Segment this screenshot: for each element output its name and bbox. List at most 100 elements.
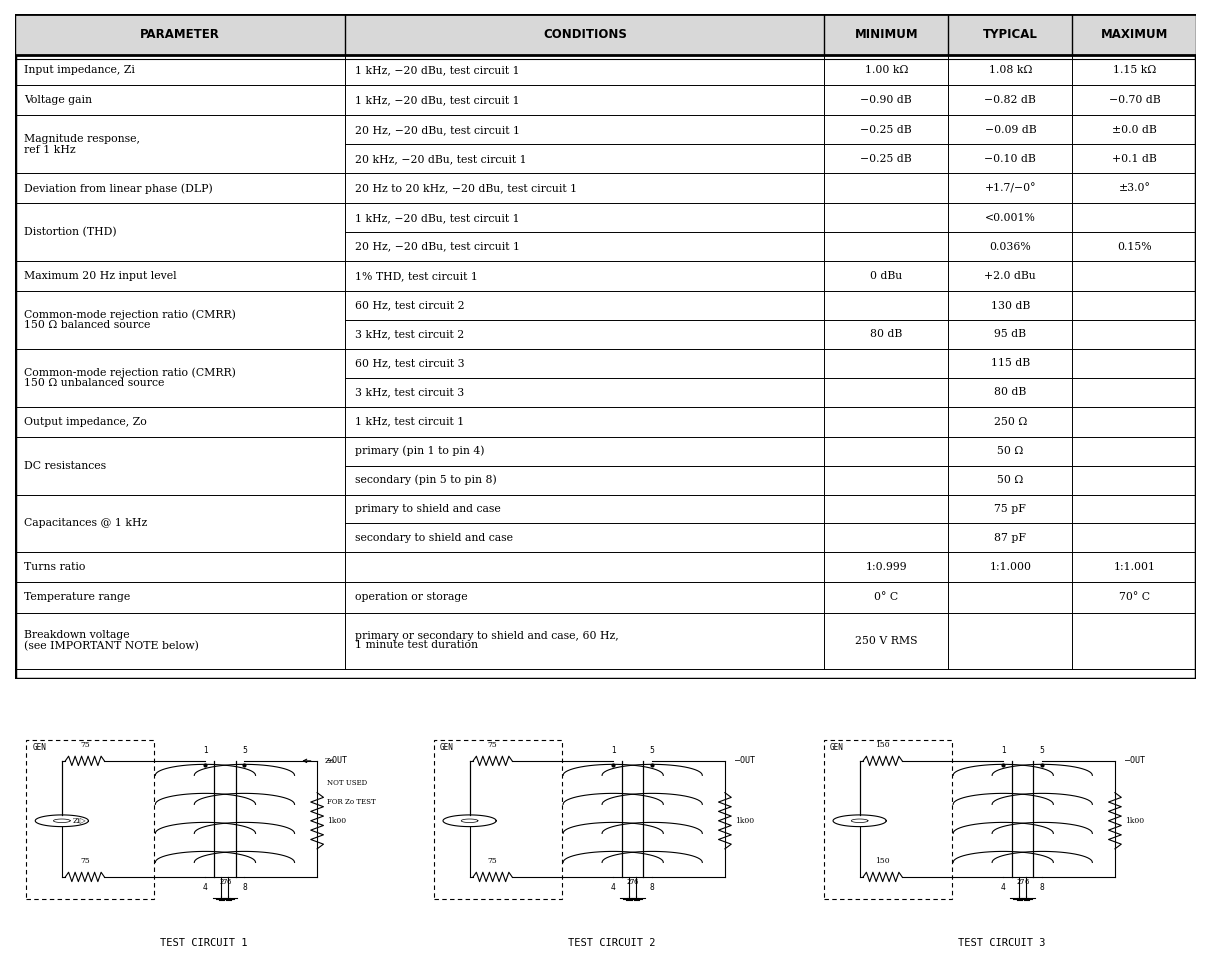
Text: +0.1 dB: +0.1 dB [1112, 154, 1157, 164]
Text: 8: 8 [650, 882, 655, 892]
Text: 75: 75 [488, 857, 498, 865]
Text: 1k00: 1k00 [735, 817, 754, 824]
Text: 7: 7 [222, 879, 226, 885]
Text: 80 dB: 80 dB [869, 329, 902, 340]
Text: 1k00: 1k00 [327, 817, 346, 824]
Text: 8: 8 [242, 882, 247, 892]
Text: 6: 6 [635, 879, 638, 885]
Text: PARAMETER: PARAMETER [140, 28, 220, 41]
Text: Capacitances @ 1 kHz: Capacitances @ 1 kHz [24, 518, 148, 529]
Text: 115 dB: 115 dB [991, 358, 1029, 368]
Text: Common-mode rejection ratio (CMRR): Common-mode rejection ratio (CMRR) [24, 309, 236, 320]
Text: GEN: GEN [33, 742, 46, 752]
Text: (see IMPORTANT NOTE below): (see IMPORTANT NOTE below) [24, 641, 199, 651]
Text: −0.90 dB: −0.90 dB [860, 95, 912, 105]
Text: TYPICAL: TYPICAL [983, 28, 1038, 41]
Text: primary to shield and case: primary to shield and case [355, 504, 500, 514]
Text: MINIMUM: MINIMUM [855, 28, 918, 41]
Text: 50 Ω: 50 Ω [997, 446, 1023, 456]
Text: TEST CIRCUIT 1: TEST CIRCUIT 1 [160, 938, 247, 948]
Text: 1k00: 1k00 [1125, 817, 1144, 824]
Text: 0.15%: 0.15% [1117, 242, 1152, 251]
Text: Output impedance, Zo: Output impedance, Zo [24, 417, 147, 427]
Text: 1 kHz, −20 dBu, test circuit 1: 1 kHz, −20 dBu, test circuit 1 [355, 213, 520, 222]
Text: 2: 2 [219, 879, 224, 885]
Text: +1.7/−0°: +1.7/−0° [985, 183, 1037, 194]
Text: 7: 7 [630, 879, 635, 885]
Text: 1: 1 [203, 746, 208, 755]
Text: 250 Ω: 250 Ω [994, 417, 1027, 427]
Text: 1: 1 [1000, 746, 1005, 755]
Text: 250 V RMS: 250 V RMS [855, 636, 918, 646]
Text: 1 kHz, −20 dBu, test circuit 1: 1 kHz, −20 dBu, test circuit 1 [355, 65, 520, 75]
Text: 75 pF: 75 pF [994, 504, 1026, 514]
Text: 6: 6 [226, 879, 231, 885]
Text: Common-mode rejection ratio (CMRR): Common-mode rejection ratio (CMRR) [24, 367, 236, 377]
Text: Distortion (THD): Distortion (THD) [24, 227, 116, 237]
Text: TEST CIRCUIT 2: TEST CIRCUIT 2 [568, 938, 655, 948]
Text: GEN: GEN [830, 742, 844, 752]
Text: 2: 2 [627, 879, 631, 885]
Text: 1:1.001: 1:1.001 [1113, 562, 1155, 572]
Text: 75: 75 [80, 741, 90, 748]
Text: Input impedance, Zi: Input impedance, Zi [24, 65, 134, 75]
Text: 75: 75 [488, 741, 498, 748]
Text: 1 kHz, −20 dBu, test circuit 1: 1 kHz, −20 dBu, test circuit 1 [355, 95, 520, 105]
Text: 5: 5 [1040, 746, 1045, 755]
Text: 150 Ω balanced source: 150 Ω balanced source [24, 321, 150, 330]
Text: −0.10 dB: −0.10 dB [985, 154, 1037, 164]
Text: Zo: Zo [325, 757, 334, 765]
Text: Zi▷: Zi▷ [73, 817, 86, 824]
Text: ±0.0 dB: ±0.0 dB [1112, 125, 1157, 135]
Text: Breakdown voltage: Breakdown voltage [24, 631, 130, 640]
Text: <0.001%: <0.001% [985, 213, 1035, 222]
Text: 6: 6 [1025, 879, 1028, 885]
Text: 3 kHz, test circuit 3: 3 kHz, test circuit 3 [355, 387, 464, 397]
Text: —OUT: —OUT [735, 756, 754, 766]
Text: 4: 4 [1000, 882, 1005, 892]
Text: operation or storage: operation or storage [355, 592, 467, 603]
Text: −0.82 dB: −0.82 dB [985, 95, 1037, 105]
Text: Magnitude response,: Magnitude response, [24, 134, 140, 144]
Text: 0 dBu: 0 dBu [869, 272, 902, 281]
Text: −0.70 dB: −0.70 dB [1108, 95, 1160, 105]
Text: 1.08 kΩ: 1.08 kΩ [988, 65, 1032, 75]
Text: 5: 5 [650, 746, 655, 755]
Text: −0.25 dB: −0.25 dB [860, 125, 912, 135]
Text: 4: 4 [610, 882, 615, 892]
Text: Deviation from linear phase (DLP): Deviation from linear phase (DLP) [24, 183, 213, 194]
Text: 20 Hz, −20 dBu, test circuit 1: 20 Hz, −20 dBu, test circuit 1 [355, 242, 520, 251]
Text: —OUT: —OUT [1125, 756, 1144, 766]
Text: 2: 2 [1017, 879, 1021, 885]
Text: 20 kHz, −20 dBu, test circuit 1: 20 kHz, −20 dBu, test circuit 1 [355, 154, 527, 164]
Text: 87 pF: 87 pF [994, 533, 1026, 543]
Text: −0.25 dB: −0.25 dB [860, 154, 912, 164]
Text: 0.036%: 0.036% [989, 242, 1032, 251]
Text: primary (pin 1 to pin 4): primary (pin 1 to pin 4) [355, 446, 484, 456]
Text: NOT USED: NOT USED [327, 779, 367, 788]
Text: +2.0 dBu: +2.0 dBu [985, 272, 1037, 281]
Text: Voltage gain: Voltage gain [24, 95, 92, 105]
Text: 150: 150 [876, 857, 890, 865]
Text: 7: 7 [1020, 879, 1025, 885]
Text: 1.00 kΩ: 1.00 kΩ [865, 65, 908, 75]
Bar [15, 14, 1196, 55]
Text: 150: 150 [876, 741, 890, 748]
Text: 1 kHz, test circuit 1: 1 kHz, test circuit 1 [355, 417, 464, 427]
Text: −0.09 dB: −0.09 dB [985, 125, 1037, 135]
Text: Temperature range: Temperature range [24, 592, 131, 603]
Text: 130 dB: 130 dB [991, 300, 1029, 311]
Text: —OUT: —OUT [327, 756, 348, 766]
Text: secondary to shield and case: secondary to shield and case [355, 533, 513, 543]
Text: 80 dB: 80 dB [994, 387, 1027, 397]
Text: secondary (pin 5 to pin 8): secondary (pin 5 to pin 8) [355, 475, 497, 485]
Text: 150 Ω unbalanced source: 150 Ω unbalanced source [24, 378, 165, 388]
Text: 5: 5 [242, 746, 247, 755]
Text: 3 kHz, test circuit 2: 3 kHz, test circuit 2 [355, 329, 464, 340]
Text: 60 Hz, test circuit 2: 60 Hz, test circuit 2 [355, 300, 465, 311]
Text: 70° C: 70° C [1119, 592, 1150, 603]
Text: DC resistances: DC resistances [24, 460, 107, 471]
Text: ±3.0°: ±3.0° [1119, 183, 1150, 194]
Text: 1:1.000: 1:1.000 [989, 562, 1032, 572]
Text: 60 Hz, test circuit 3: 60 Hz, test circuit 3 [355, 358, 465, 368]
